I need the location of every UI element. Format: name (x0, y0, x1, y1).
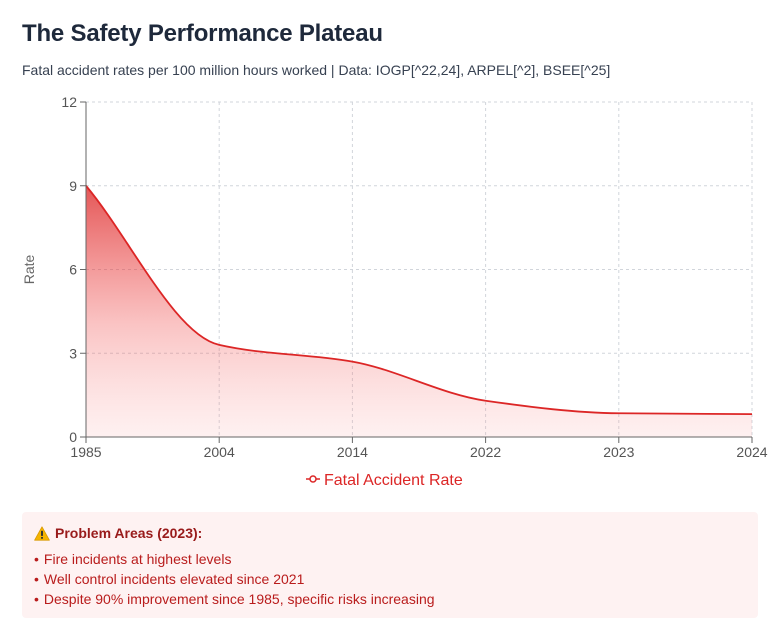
area-fill-layer (85, 185, 753, 437)
x-tick-label: 2014 (337, 444, 368, 460)
tick-labels: 0 3 6 9 12 1985 2004 2014 2022 2023 2024 (61, 94, 767, 460)
legend-marker (309, 475, 317, 483)
series-area-fill (86, 185, 752, 437)
legend[interactable]: Fatal Accident Rate (306, 472, 463, 489)
problem-areas-heading: Problem Areas (2023): (34, 525, 746, 541)
list-item: • Fire incidents at highest levels (34, 551, 232, 567)
legend-label: Fatal Accident Rate (324, 472, 463, 489)
chart-subtitle: Fatal accident rates per 100 million hou… (22, 62, 611, 78)
x-tick-label: 2004 (204, 444, 235, 460)
x-tick-label: 2022 (470, 444, 501, 460)
x-tick-label: 2023 (603, 444, 634, 460)
y-tick-label: 0 (69, 429, 77, 445)
fatal-rate-chart: 0 3 6 9 12 1985 2004 2014 2022 2023 2024 Rate Fata… (21, 94, 768, 489)
y-tick-label: 6 (69, 262, 77, 278)
problem-list: • Fire incidents at highest levels • Well … (34, 549, 746, 609)
problem-areas-panel: Problem Areas (2023): • Fire incidents at… (22, 512, 758, 618)
list-item: • Well control incidents elevated since 2… (34, 571, 305, 587)
x-tick-label: 2024 (736, 444, 767, 460)
y-axis-title: Rate (21, 255, 37, 285)
x-tick-label: 1985 (70, 444, 101, 460)
problem-areas-title: Problem Areas (2023): (55, 525, 203, 541)
y-tick-label: 3 (69, 345, 77, 361)
axes (80, 101, 753, 443)
bullet-icon: • (34, 571, 39, 587)
series-line (85, 185, 753, 416)
y-tick-label: 12 (61, 94, 77, 110)
bullet-icon: • (34, 591, 39, 607)
warning-icon (34, 525, 50, 541)
list-item: • Despite 90% improvement since 1985, spe… (34, 591, 435, 607)
chart-title: The Safety Performance Plateau (22, 20, 383, 47)
bullet-icon: • (34, 551, 39, 567)
y-tick-label: 9 (69, 178, 77, 194)
